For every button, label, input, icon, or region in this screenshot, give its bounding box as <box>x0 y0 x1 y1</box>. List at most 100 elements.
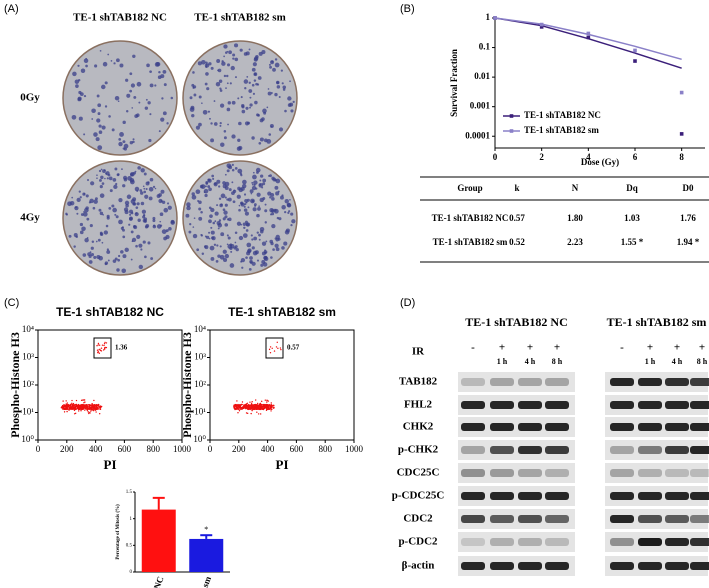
band <box>545 423 569 431</box>
colony <box>282 85 287 89</box>
colony <box>232 53 236 57</box>
colony <box>244 202 247 206</box>
event <box>265 409 268 412</box>
event <box>71 402 73 405</box>
colony <box>138 243 143 248</box>
colony <box>79 222 84 227</box>
colony <box>115 182 118 186</box>
protein-label: CDC2 <box>403 513 433 525</box>
event <box>89 407 92 410</box>
event <box>265 405 267 407</box>
event <box>99 408 102 411</box>
event <box>76 407 78 410</box>
colony <box>237 97 240 100</box>
colony <box>228 217 232 222</box>
event <box>93 406 95 408</box>
y-tick-label: 0.001 <box>470 101 491 111</box>
colony <box>159 212 164 217</box>
colony <box>228 50 232 55</box>
colony <box>234 231 238 234</box>
event <box>100 350 103 352</box>
colony <box>205 61 208 64</box>
plot-frame <box>37 329 183 441</box>
blot-strip <box>605 463 708 483</box>
colony <box>197 199 200 203</box>
band <box>490 401 514 409</box>
event <box>250 412 252 415</box>
colony <box>198 122 202 127</box>
colony <box>213 243 217 246</box>
event <box>241 407 244 409</box>
colony <box>137 218 141 222</box>
colony <box>289 102 294 107</box>
event <box>83 405 85 408</box>
colony <box>208 231 211 234</box>
colony <box>220 193 226 199</box>
colony <box>204 82 208 86</box>
colony <box>251 67 256 72</box>
event <box>238 409 241 412</box>
colony <box>277 237 281 241</box>
colony <box>281 194 284 197</box>
colony <box>226 63 231 67</box>
colony <box>96 118 101 123</box>
event <box>83 407 86 409</box>
colony <box>136 202 140 206</box>
colony <box>205 181 209 184</box>
colony <box>252 92 256 95</box>
ir-label: IR <box>412 346 425 358</box>
colony <box>191 83 195 87</box>
colony <box>269 123 274 128</box>
data-point <box>679 132 684 136</box>
table-header: Group <box>457 183 482 193</box>
event <box>256 402 259 405</box>
band <box>461 401 485 409</box>
colony <box>259 197 264 203</box>
colony <box>198 207 202 211</box>
colony <box>252 207 257 212</box>
event <box>257 413 260 415</box>
colony <box>255 167 261 173</box>
colony <box>136 81 142 87</box>
colony <box>209 245 215 251</box>
colony <box>158 130 161 133</box>
colony <box>135 206 139 209</box>
colony <box>269 239 274 244</box>
colony <box>252 171 255 174</box>
event <box>90 406 92 408</box>
colony <box>111 204 115 208</box>
event <box>97 351 99 353</box>
colony <box>88 201 92 204</box>
colony <box>223 210 228 215</box>
event <box>87 408 89 410</box>
colony <box>79 196 82 199</box>
colony <box>132 138 135 141</box>
event <box>266 408 269 410</box>
y-tick-label: 0 <box>130 570 133 575</box>
event <box>269 407 272 410</box>
event <box>66 410 68 413</box>
colony <box>90 246 94 250</box>
colony <box>249 261 253 264</box>
band <box>545 401 569 409</box>
colony <box>232 57 235 60</box>
band <box>461 469 485 477</box>
event <box>264 399 267 401</box>
event <box>93 409 95 412</box>
event <box>83 399 86 401</box>
event <box>279 347 282 349</box>
colony <box>71 196 74 199</box>
colony <box>73 245 76 248</box>
colony <box>144 194 149 199</box>
table-header: Dq <box>626 183 638 193</box>
colony <box>88 254 92 258</box>
colony <box>274 92 278 97</box>
event <box>273 350 276 352</box>
plot-title: TE-1 shTAB182 NC <box>56 305 164 319</box>
band <box>545 538 569 546</box>
colony <box>162 70 167 74</box>
colony <box>289 80 291 83</box>
colony <box>200 184 206 189</box>
plot-title: TE-1 shTAB182 sm <box>228 305 336 319</box>
event <box>105 346 108 349</box>
